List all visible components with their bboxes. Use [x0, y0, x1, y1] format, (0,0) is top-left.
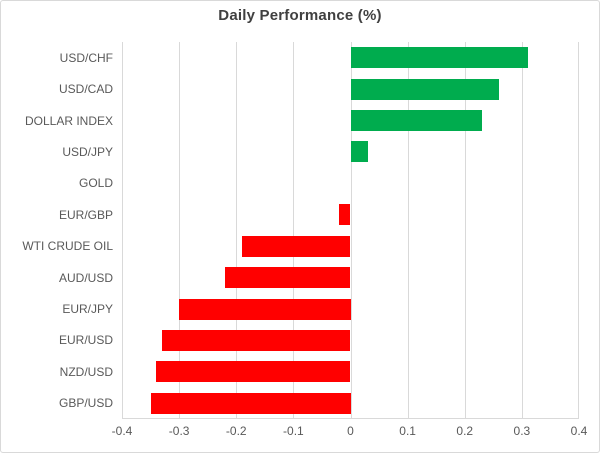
gridline — [464, 42, 466, 419]
gridline — [293, 42, 295, 419]
bar-usd-cad — [350, 78, 500, 100]
category-label-usd-chf: USD/CHF — [59, 50, 113, 65]
category-label-gold: GOLD — [78, 176, 113, 191]
category-label-eur-usd: EUR/USD — [58, 333, 113, 348]
chart-title: Daily Performance (%) — [218, 7, 382, 24]
x-tick-label: 0.4 — [570, 424, 588, 438]
category-label-nzd-usd: NZD/USD — [59, 364, 113, 379]
category-label-wti-crude-oil: WTI CRUDE OIL — [22, 239, 113, 254]
bar-eur-gbp — [339, 204, 351, 226]
bar-dollar-index — [350, 110, 482, 132]
category-label-gbp-usd: GBP/USD — [58, 396, 113, 411]
bar-aud-usd — [224, 267, 351, 289]
category-label-aud-usd: AUD/USD — [58, 270, 113, 285]
bar-usd-jpy — [350, 141, 368, 163]
bar-eur-jpy — [179, 298, 351, 320]
gridline — [350, 42, 352, 419]
x-tick-label: 0.3 — [513, 424, 531, 438]
x-tick-label: -0.2 — [225, 424, 247, 438]
bar-nzd-usd — [156, 361, 351, 383]
plot-area — [122, 42, 579, 419]
bar-usd-chf — [350, 47, 528, 69]
gridline — [578, 42, 579, 419]
x-tick-label: 0.2 — [456, 424, 474, 438]
bar-wti-crude-oil — [241, 235, 351, 257]
x-tick-label: 0.1 — [399, 424, 416, 438]
x-tick-label: -0.4 — [111, 424, 133, 438]
category-label-eur-jpy: EUR/JPY — [62, 302, 113, 317]
x-tick-label: -0.1 — [283, 424, 304, 438]
bar-gbp-usd — [150, 392, 351, 414]
category-label-usd-cad: USD/CAD — [58, 82, 113, 97]
bar-eur-usd — [161, 329, 351, 351]
gridline — [407, 42, 409, 419]
gridline — [521, 42, 523, 419]
category-label-usd-jpy: USD/JPY — [62, 144, 113, 159]
x-tick-label: 0 — [347, 424, 354, 438]
gridline — [236, 42, 238, 419]
x-tick-label: -0.3 — [168, 424, 190, 438]
gridline — [122, 42, 123, 419]
category-label-eur-gbp: EUR/GBP — [58, 207, 113, 222]
gridline — [179, 42, 181, 419]
category-label-dollar-index: DOLLAR INDEX — [24, 113, 113, 128]
